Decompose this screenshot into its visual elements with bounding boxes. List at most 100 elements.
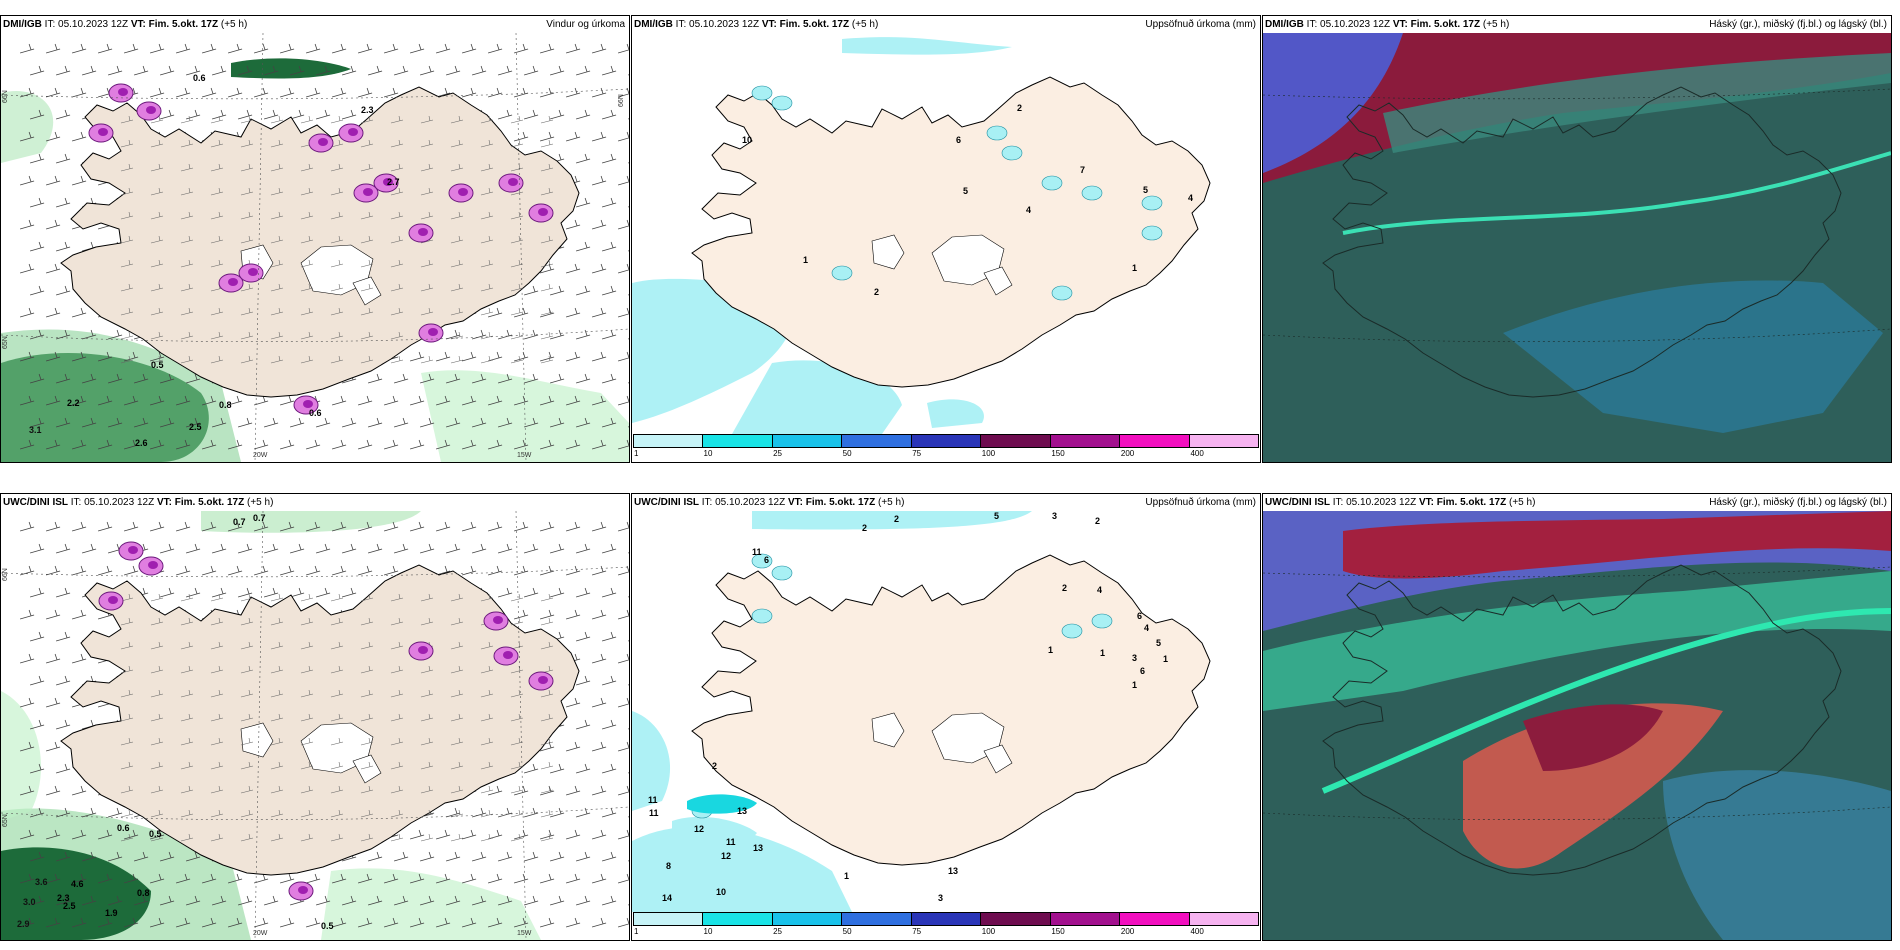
- wind-barb: [461, 521, 477, 532]
- wind-barb: [540, 593, 554, 602]
- precip-cell-core: [318, 138, 328, 146]
- wind-barb: [71, 565, 87, 576]
- wind-barb: [227, 87, 243, 98]
- wind-barb: [19, 873, 35, 884]
- wind-barb: [120, 785, 134, 794]
- low-cloud: [1263, 571, 1891, 711]
- wind-barb: [107, 65, 123, 76]
- wind-barb: [513, 917, 529, 928]
- wind-barb: [435, 439, 451, 450]
- colorbar-label: 75: [912, 449, 922, 458]
- wind-barb: [175, 521, 191, 532]
- wind-barb: [45, 175, 61, 186]
- wind-barb: [539, 873, 555, 884]
- colorbar-label: 1: [634, 927, 639, 936]
- model-name: DMI/IGB: [3, 19, 42, 30]
- wind-barb: [71, 307, 87, 318]
- wind-barb: [435, 873, 451, 884]
- wind-barb: [270, 187, 284, 196]
- wind-barb: [210, 331, 224, 340]
- wind-barb: [159, 65, 175, 76]
- wind-barb: [55, 65, 71, 76]
- precip-value-label: 3.0: [23, 897, 36, 907]
- wind-barb: [210, 211, 224, 220]
- wind-barb: [19, 741, 35, 752]
- wind-barb: [390, 833, 404, 842]
- lon-label: 20W: [253, 452, 268, 459]
- wind-barb: [591, 785, 607, 796]
- precip-area: [672, 816, 757, 849]
- wind-map-svg: 66N 65N 20W 15W 66N 0.6 2.3 2.7 0.5 2.2 0.8 3.1 2.5 2…: [1, 33, 629, 462]
- wind-barb: [617, 263, 629, 274]
- wind-barb: [510, 665, 524, 674]
- wind-barb: [180, 785, 194, 794]
- lon-label: 20W: [253, 930, 268, 937]
- wind-barb: [435, 917, 451, 928]
- wind-barb: [330, 307, 344, 316]
- wind-barb: [510, 139, 524, 148]
- wind-barb: [390, 785, 404, 794]
- wind-barb: [29, 241, 45, 252]
- precip-value-label: 2: [712, 761, 717, 771]
- wind-barb: [97, 43, 113, 54]
- wind-barb: [565, 307, 581, 318]
- wind-barb: [331, 873, 347, 884]
- precip-value-label: 2.7: [387, 177, 400, 187]
- wind-barb: [539, 395, 555, 406]
- precip-value-label: 0.6: [117, 823, 130, 833]
- colorbar-swatch: [634, 913, 704, 925]
- wind-barb: [591, 439, 607, 450]
- wind-barb: [210, 833, 224, 842]
- precip-value-label: 3: [1052, 511, 1057, 521]
- wind-barb: [55, 631, 71, 642]
- wind-barb: [540, 283, 554, 292]
- wind-barb: [565, 395, 581, 406]
- wind-barb: [270, 833, 284, 842]
- precip-value-label: 12: [694, 824, 704, 834]
- wind-barb: [575, 65, 591, 76]
- wind-barb: [513, 873, 529, 884]
- wind-barb: [420, 593, 434, 602]
- wind-barb: [120, 641, 134, 650]
- precip-value-label: 0.6: [193, 73, 206, 83]
- wind-barb: [210, 761, 224, 770]
- wind-barb: [487, 917, 503, 928]
- precip-cell-core: [538, 208, 548, 216]
- wind-barb: [45, 873, 61, 884]
- precip-cell: [751, 553, 773, 569]
- precip-value-label: 0.8: [219, 400, 232, 410]
- wind-barb: [360, 737, 374, 746]
- wind-barb: [617, 609, 629, 620]
- wind-barb: [227, 439, 243, 450]
- wind-barb: [513, 87, 529, 98]
- wind-barb: [357, 395, 373, 406]
- panel-title: Háský (gr.), miðský (fj.bl.) og lágský (…: [1709, 19, 1887, 30]
- wind-barb: [523, 373, 539, 384]
- wind-barb: [450, 355, 464, 364]
- wind-barb: [591, 351, 607, 362]
- wind-barb: [237, 895, 253, 906]
- wind-barb: [419, 543, 435, 554]
- wind-barb: [575, 587, 591, 598]
- precip-value-label: 2.3: [361, 105, 374, 115]
- wind-barb: [289, 543, 305, 554]
- wind-barb: [523, 285, 539, 296]
- wind-barb: [419, 851, 435, 862]
- model-name: UWC/DINI ISL: [1265, 497, 1330, 508]
- wind-barb: [539, 521, 555, 532]
- wind-barb: [150, 833, 164, 842]
- precip-cell-core: [418, 228, 428, 236]
- panel-uwc-wind: UWC/DINI ISL IT: 05.10.2023 12Z VT: Fim.…: [0, 493, 630, 941]
- precip-colorbar: 1 10 25 50 75 100 150 200 400: [633, 912, 1259, 940]
- wind-barb: [330, 211, 344, 220]
- wind-barb: [565, 439, 581, 450]
- wind-barb: [149, 829, 165, 840]
- wind-barb: [617, 351, 629, 362]
- wind-barb: [360, 593, 374, 602]
- wind-barb: [390, 283, 404, 292]
- wind-barb: [510, 211, 524, 220]
- iceland-land: [691, 76, 1211, 388]
- wind-barb: [150, 235, 164, 244]
- wind-barb: [123, 439, 139, 450]
- low-cloud: [1383, 53, 1891, 153]
